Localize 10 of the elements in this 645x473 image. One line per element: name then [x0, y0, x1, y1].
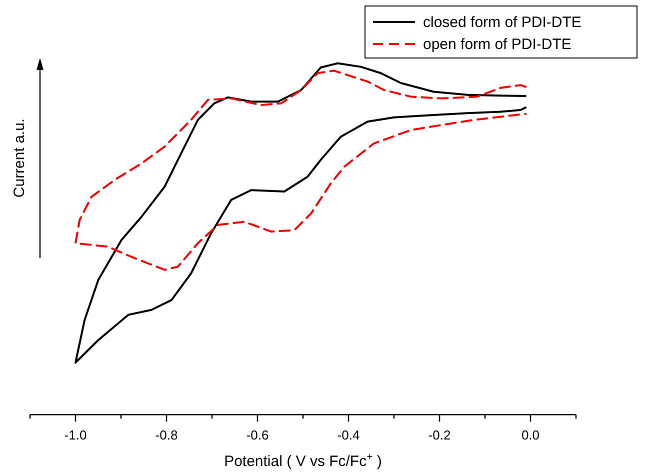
- x-tick-label: -0.6: [246, 428, 269, 443]
- x-axis-title: Potential ( V vs Fc/Fc$^{+}$ ): [224, 451, 382, 470]
- y-axis-title: Current a.u.: [11, 118, 28, 198]
- x-tick-label: -1.0: [64, 428, 87, 443]
- x-tick-label: 0.0: [521, 428, 540, 443]
- x-tick-label: -0.4: [337, 428, 360, 443]
- x-tick-label: -0.8: [155, 428, 178, 443]
- x-tick-label: -0.2: [428, 428, 451, 443]
- legend-label: open form of PDI-DTE: [423, 36, 572, 53]
- legend-label: closed form of PDI-DTE: [423, 14, 582, 31]
